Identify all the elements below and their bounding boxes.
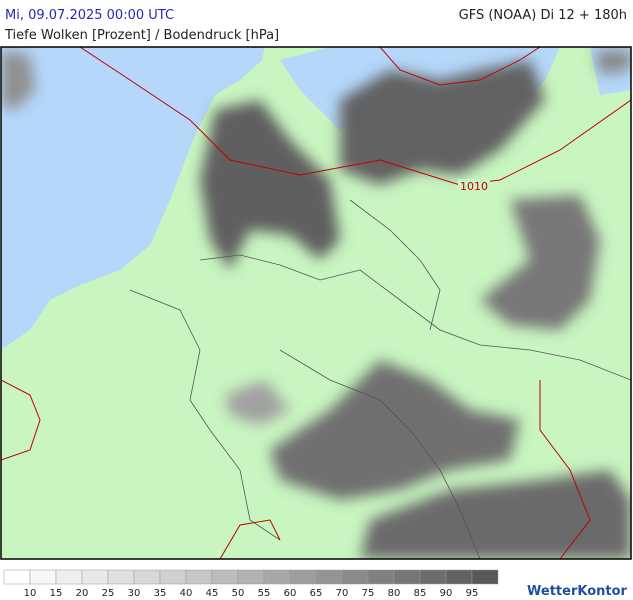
isobar-label: 1010 — [460, 180, 488, 193]
map-frame — [0, 46, 632, 560]
legend-label: 45 — [206, 588, 219, 599]
brand: WetterKontor — [527, 584, 628, 599]
legend-label: 70 — [336, 588, 349, 599]
isobar — [379, 47, 541, 86]
legend-swatch — [55, 569, 83, 585]
legend-swatch — [107, 569, 135, 585]
cloud — [360, 470, 631, 559]
isobar — [539, 380, 591, 559]
legend-label: 40 — [180, 588, 193, 599]
legend-label: 15 — [50, 588, 63, 599]
isobar — [219, 519, 281, 559]
legend-label: 10 — [24, 588, 37, 599]
legend: 10 15 20 25 30 35 40 45 50 55 60 65 70 75 80 85 90 95 — [3, 569, 499, 599]
model-run: GFS (NOAA) Di 12 + 180h — [459, 8, 627, 23]
legend-swatch — [185, 569, 213, 585]
cloud — [480, 195, 600, 330]
legend-label: 20 — [76, 588, 89, 599]
legend-swatch — [159, 569, 187, 585]
sea — [1, 47, 265, 350]
isobar-label-bg — [458, 179, 490, 192]
border — [199, 254, 631, 381]
legend-swatch — [393, 569, 421, 585]
legend-label: 90 — [440, 588, 453, 599]
cloud — [200, 100, 340, 270]
parameter: Tiefe Wolken [Prozent] / Bodendruck [hPa… — [4, 28, 279, 43]
legend-label: 85 — [414, 588, 427, 599]
cloud — [225, 380, 290, 425]
legend-swatch — [289, 569, 317, 585]
legend-label: 60 — [284, 588, 297, 599]
border — [279, 349, 481, 559]
legend-swatch — [315, 569, 343, 585]
legend-label: 80 — [388, 588, 401, 599]
legend-label: 35 — [154, 588, 167, 599]
legend-label: 95 — [466, 588, 479, 599]
legend-swatch — [211, 569, 239, 585]
legend-swatch — [29, 569, 57, 585]
isobar — [79, 47, 631, 186]
legend-swatch — [367, 569, 395, 585]
cloud — [1, 50, 35, 110]
clouds — [1, 50, 631, 559]
legend-label: 75 — [362, 588, 375, 599]
legend-swatch — [341, 569, 369, 585]
isobar — [1, 379, 41, 461]
legend-label: 25 — [102, 588, 115, 599]
datetime: Mi, 09.07.2025 00:00 UTC — [5, 8, 174, 23]
cloud — [270, 360, 520, 500]
map-area: 1010 — [1, 47, 631, 559]
legend-swatch — [445, 569, 473, 585]
legend-swatch — [133, 569, 161, 585]
cloud — [340, 60, 545, 185]
legend-label: 65 — [310, 588, 323, 599]
border — [129, 289, 281, 541]
border — [349, 199, 441, 331]
legend-swatch — [81, 569, 109, 585]
legend-swatch — [3, 569, 31, 585]
legend-label: 30 — [128, 588, 141, 599]
legend-swatch — [263, 569, 291, 585]
legend-swatch — [471, 569, 499, 585]
legend-label: 55 — [258, 588, 271, 599]
cloud — [595, 50, 631, 75]
legend-label: 50 — [232, 588, 245, 599]
legend-swatch — [419, 569, 447, 585]
borders — [129, 199, 631, 559]
isobars — [1, 47, 631, 559]
legend-swatch — [237, 569, 265, 585]
